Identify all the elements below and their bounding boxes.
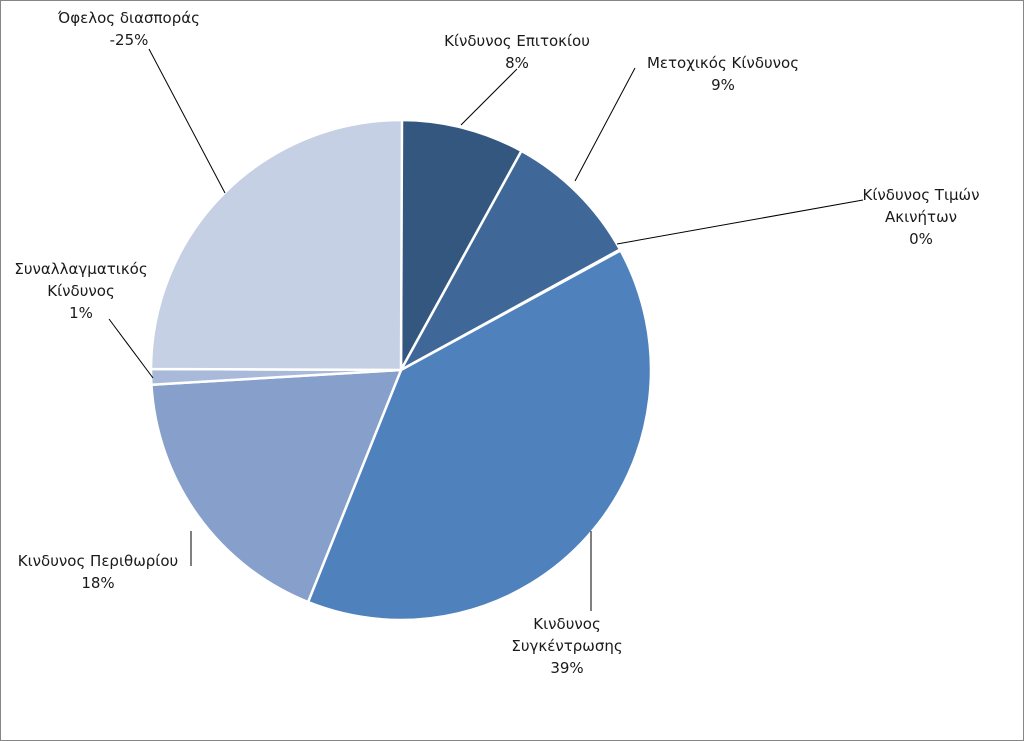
- data-label-name-5: Κινδυνος Περιθωρίου: [18, 552, 178, 570]
- data-label-name-1: Κίνδυνος Επιτοκίου: [444, 32, 590, 50]
- data-label-name-6: Κίνδυνος: [47, 282, 115, 300]
- data-label-name-2: Μετοχικός Κίνδυνος: [647, 54, 799, 72]
- pie-slice-2: [399, 149, 622, 372]
- data-label-name-4: Συγκέντρωσης: [511, 637, 622, 655]
- pie-slice-7: [149, 118, 404, 372]
- data-label-value-7: -25%: [110, 31, 149, 49]
- data-label-value-1: 8%: [505, 54, 529, 72]
- leader-line-2: [574, 67, 636, 182]
- pie-slice-1: [399, 118, 523, 372]
- data-label-value-2: 9%: [711, 76, 735, 94]
- leader-line-3: [616, 199, 864, 245]
- pie-slice-4: [306, 249, 653, 622]
- data-label-value-5: 18%: [81, 574, 114, 592]
- leader-line-6: [108, 318, 154, 379]
- leader-line-1: [460, 68, 518, 126]
- data-label-value-3: 0%: [909, 230, 933, 248]
- data-label-name-6: Συναλλαγματικός: [14, 260, 147, 278]
- data-label-name-3: Κίνδυνος Τιμών: [863, 186, 980, 204]
- pie-slice-5: [150, 368, 403, 604]
- data-label-name-7: Όφελος διασποράς: [57, 9, 200, 27]
- data-label-value-6: 1%: [69, 304, 93, 322]
- data-label-name-4: Κινδυνος: [533, 615, 601, 633]
- data-label-name-3: Ακινήτων: [885, 208, 957, 226]
- leader-line-7: [148, 48, 226, 194]
- data-label-value-4: 39%: [550, 659, 583, 677]
